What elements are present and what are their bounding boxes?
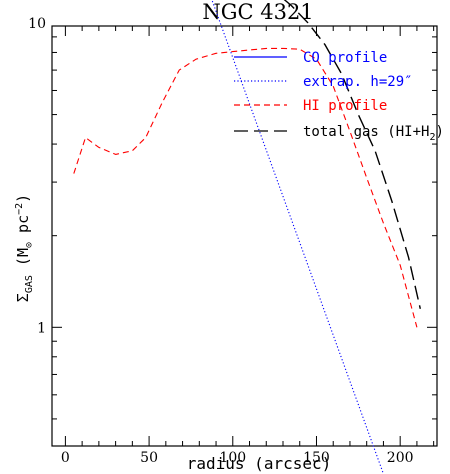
- x-tick-label: 200: [387, 450, 414, 466]
- y-axis-label-subscript: GAS: [24, 275, 35, 293]
- x-tick-label: 0: [61, 450, 70, 466]
- y-tick-label: 1: [37, 320, 46, 336]
- legend: CO profile extrap. h=29″ HI profile total g…: [234, 50, 444, 143]
- y-axis-label-units-pre: (M: [14, 248, 32, 275]
- tick-labels: 050100150200110100: [28, 16, 414, 466]
- series-layer: [73, 0, 421, 474]
- legend-label-subscript: 2: [429, 132, 435, 143]
- x-tick-label: 150: [303, 450, 330, 466]
- legend-label-extrap: extrap. h=29″: [303, 74, 413, 90]
- x-tick-label: 50: [140, 450, 158, 466]
- legend-label-total: total gas (HI+H2): [303, 124, 444, 143]
- legend-label-co: CO profile: [303, 50, 387, 66]
- legend-label-tail: ): [435, 124, 443, 140]
- series-extrap-line: [211, 0, 384, 474]
- legend-label-hi: HI profile: [303, 98, 387, 114]
- x-tick-label: 100: [219, 450, 246, 466]
- y-axis-label-units-post: pc: [14, 215, 32, 242]
- axis-ticks: [52, 26, 437, 446]
- x-axis-label: radius (arcsec): [187, 454, 332, 473]
- chart-title: NGC 4321: [202, 0, 313, 24]
- series-hi-line: [73, 47, 418, 328]
- y-axis-label-sun: ⊙: [24, 242, 35, 248]
- y-axis-label-exponent: −2: [14, 203, 25, 215]
- y-axis-label-close: ): [14, 194, 32, 203]
- y-tick-label: 10: [28, 16, 46, 32]
- series-total-line: [283, 0, 421, 309]
- y-axis-label-symbol: Σ: [14, 293, 32, 302]
- y-axis-label: ΣGAS (M⊙ pc−2): [14, 194, 35, 302]
